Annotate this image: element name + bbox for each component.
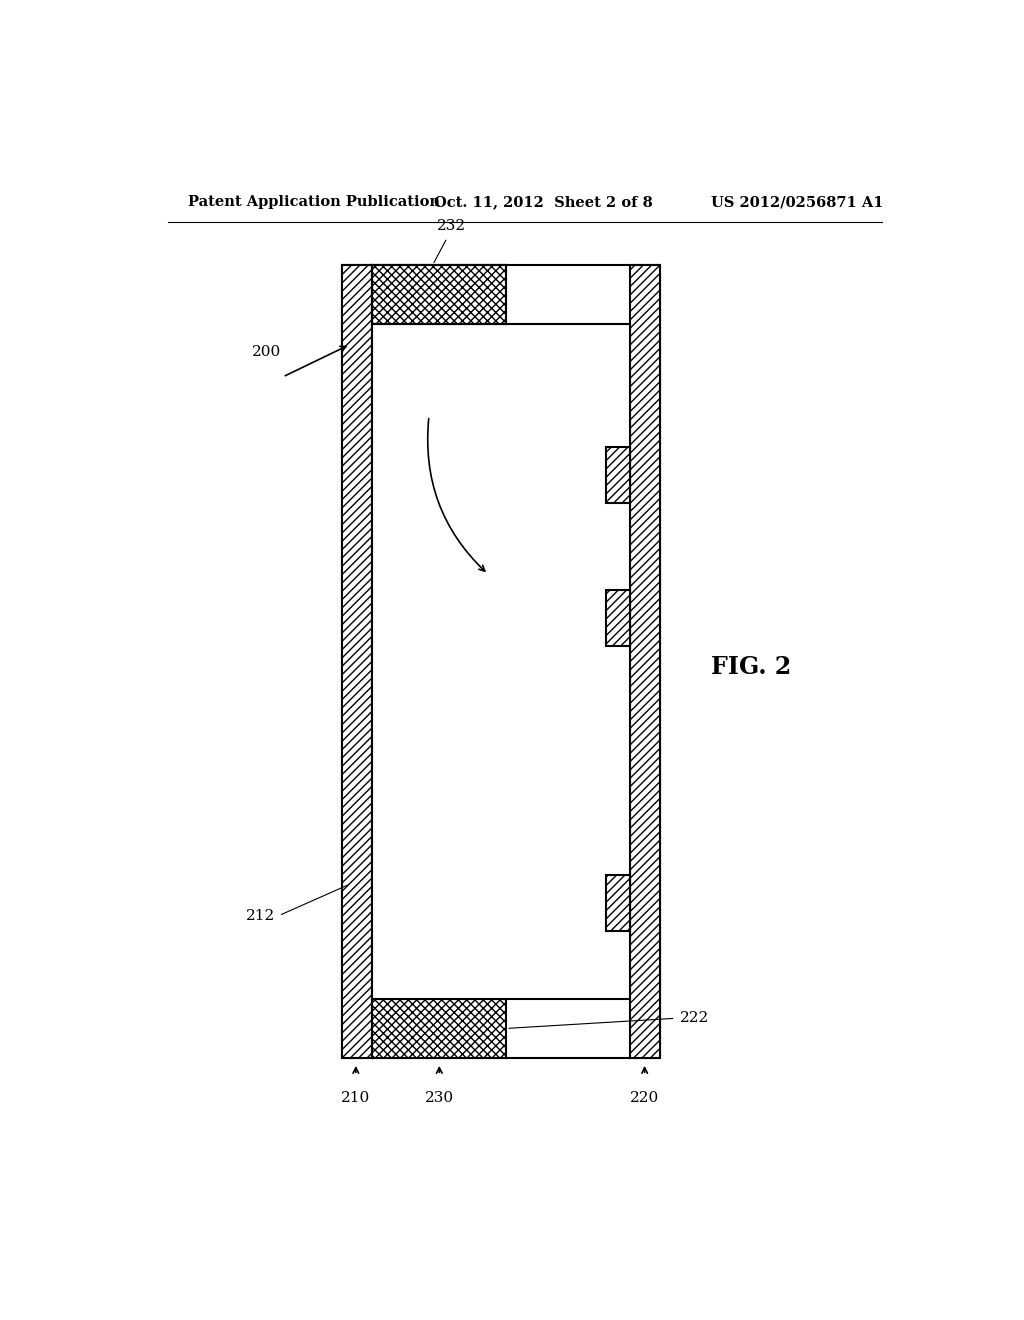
Text: Oct. 11, 2012  Sheet 2 of 8: Oct. 11, 2012 Sheet 2 of 8 [433, 195, 652, 209]
Text: 232: 232 [436, 219, 466, 232]
Text: 212: 212 [246, 908, 274, 923]
Bar [342, 265, 659, 1057]
Bar [630, 265, 659, 1057]
Bar [606, 875, 630, 931]
Bar [606, 447, 630, 503]
Text: 210: 210 [341, 1092, 371, 1105]
Bar [373, 265, 506, 325]
Bar [373, 999, 506, 1057]
Text: US 2012/0256871 A1: US 2012/0256871 A1 [712, 195, 884, 209]
Text: Patent Application Publication: Patent Application Publication [187, 195, 439, 209]
Text: 220: 220 [630, 1092, 659, 1105]
Bar [373, 325, 630, 999]
Text: FIG. 2: FIG. 2 [711, 655, 792, 678]
Text: 200: 200 [252, 345, 282, 359]
Bar [606, 447, 630, 503]
Text: 230: 230 [425, 1092, 454, 1105]
Bar [342, 265, 373, 1057]
Bar [606, 590, 630, 645]
Bar [373, 325, 630, 999]
Bar [606, 875, 630, 931]
Bar [606, 590, 630, 645]
Text: 222: 222 [680, 1011, 709, 1026]
